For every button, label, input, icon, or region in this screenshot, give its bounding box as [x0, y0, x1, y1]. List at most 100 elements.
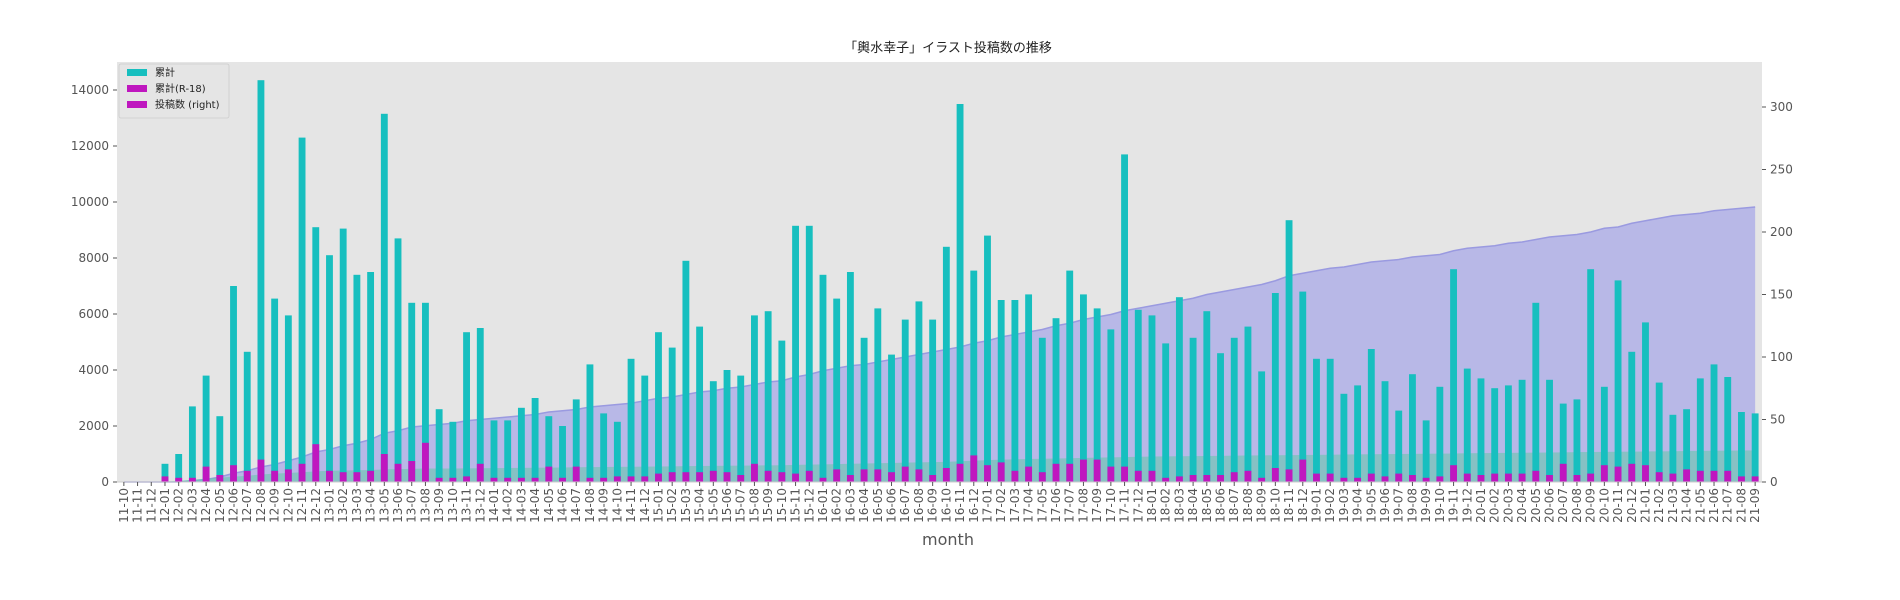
x-tick-label: 12-11 — [295, 488, 309, 523]
bar-total — [819, 274, 827, 482]
bar-total — [970, 270, 978, 482]
x-tick-label: 17-08 — [1076, 488, 1090, 523]
bar-r18 — [1436, 476, 1444, 482]
bar-total — [175, 454, 183, 482]
bar-r18 — [668, 472, 676, 482]
x-tick-label: 16-08 — [912, 488, 926, 523]
bar-total — [984, 235, 991, 482]
x-tick-label: 20-05 — [1529, 488, 1543, 523]
x-tick-label: 15-12 — [802, 488, 816, 523]
x-tick-label: 12-10 — [281, 488, 295, 523]
x-tick-label: 12-03 — [185, 488, 199, 523]
bar-r18 — [1587, 473, 1595, 482]
x-tick-label: 17-03 — [1008, 488, 1022, 523]
bar-total — [1422, 420, 1430, 482]
bar-r18 — [1518, 473, 1526, 482]
x-axis-label: month — [922, 530, 974, 549]
x-tick-label: 20-07 — [1556, 488, 1570, 523]
bar-total — [613, 421, 621, 482]
bar-r18 — [600, 477, 608, 482]
legend-label: 累計 — [155, 66, 175, 79]
bar-r18 — [1230, 472, 1238, 482]
bar-r18 — [1477, 475, 1485, 482]
x-tick-label: 18-07 — [1227, 488, 1241, 523]
bar-total — [243, 351, 251, 482]
bar-total — [1162, 343, 1170, 482]
bar-r18 — [792, 473, 799, 482]
x-tick-label: 12-05 — [213, 488, 227, 523]
bar-r18 — [1367, 473, 1375, 482]
x-tick-label: 14-03 — [514, 488, 528, 523]
bar-r18 — [874, 469, 882, 482]
x-tick-label: 19-02 — [1323, 488, 1337, 523]
x-tick-label: 14-10 — [610, 488, 624, 523]
x-tick-label: 13-02 — [336, 488, 350, 523]
bar-r18 — [1080, 459, 1087, 482]
bar-total — [476, 328, 484, 482]
x-tick-label: 21-09 — [1748, 488, 1762, 523]
x-tick-label: 14-11 — [624, 488, 638, 523]
bar-r18 — [1175, 476, 1183, 482]
x-tick-label: 18-05 — [1200, 488, 1214, 523]
x-tick-label: 14-09 — [597, 488, 611, 523]
x-tick-label: 15-07 — [734, 488, 748, 523]
bar-total — [572, 399, 580, 482]
bar-total — [874, 308, 882, 482]
x-tick-label: 15-08 — [747, 488, 761, 523]
bar-total — [257, 80, 265, 482]
x-tick-label: 12-04 — [199, 488, 213, 523]
x-tick-label: 18-01 — [1145, 488, 1159, 523]
bar-total — [284, 315, 292, 482]
bar-total — [1600, 386, 1608, 482]
bar-total — [298, 137, 306, 482]
bar-r18 — [408, 461, 416, 482]
bar-r18 — [1642, 465, 1649, 482]
bar-r18 — [929, 475, 937, 482]
bar-total — [846, 272, 854, 482]
bar-r18 — [1751, 476, 1759, 482]
x-tick-label: 15-03 — [679, 488, 693, 523]
x-tick-label: 15-09 — [761, 488, 775, 523]
bar-total — [1587, 269, 1595, 482]
bar-total — [1244, 326, 1252, 482]
bar-r18 — [805, 470, 813, 482]
bar-total — [161, 463, 169, 482]
y-tick-label: 14000 — [71, 83, 109, 97]
x-tick-label: 20-02 — [1488, 488, 1502, 523]
bar-total — [627, 358, 635, 482]
x-tick-label: 16-12 — [967, 488, 981, 523]
bar-r18 — [1326, 473, 1334, 482]
bar-total — [709, 381, 717, 482]
bar-total — [655, 332, 662, 482]
bar-r18 — [901, 466, 909, 482]
x-tick-label: 19-01 — [1309, 488, 1323, 523]
y-tick-label: 2000 — [78, 419, 109, 433]
bar-total — [805, 225, 813, 483]
bar-r18 — [271, 470, 279, 482]
x-tick-label: 12-01 — [158, 488, 172, 523]
bar-total — [586, 364, 594, 482]
bar-total — [435, 409, 443, 482]
bar-r18 — [1600, 465, 1608, 482]
bar-total — [230, 286, 237, 482]
bar-total — [1450, 269, 1457, 482]
bar-total — [915, 301, 923, 482]
bar-total — [641, 375, 649, 482]
bar-total — [1080, 294, 1087, 482]
bar-r18 — [1162, 477, 1170, 482]
x-tick-label: 16-10 — [939, 488, 953, 523]
bar-total — [600, 413, 608, 482]
bar-r18 — [394, 463, 402, 482]
bar-r18 — [572, 466, 580, 482]
bar-r18 — [997, 462, 1005, 482]
bar-total — [682, 260, 690, 482]
y-tick-label: 4000 — [78, 363, 109, 377]
bar-r18 — [751, 463, 758, 482]
x-tick-label: 21-01 — [1638, 488, 1652, 523]
bar-total — [1381, 381, 1389, 482]
x-tick-label: 18-02 — [1159, 488, 1173, 523]
bar-total — [1491, 388, 1499, 482]
x-tick-label: 17-11 — [1118, 488, 1132, 523]
bar-total — [668, 347, 676, 482]
